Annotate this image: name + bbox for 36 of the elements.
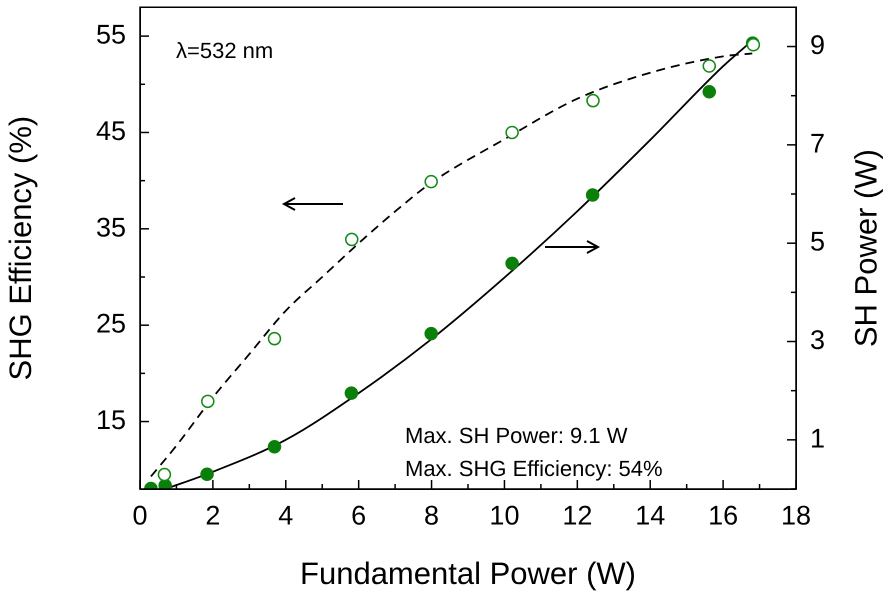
x-tick-label: 2: [205, 500, 220, 531]
point: [424, 174, 438, 188]
x-tick-label: 10: [489, 500, 520, 531]
annotation: Max. SHG Efficiency: 54%: [405, 456, 663, 482]
x-tick-label: 6: [351, 500, 366, 531]
point: [201, 394, 215, 408]
y-tick-label: 45: [96, 116, 126, 146]
x-tick-label: 18: [780, 500, 812, 531]
y2-tick-label: 1: [810, 423, 826, 454]
x-tick-label: 4: [278, 500, 294, 531]
y-tick-label: 35: [96, 212, 126, 242]
x-tick-label: 14: [635, 500, 666, 531]
x-tick-label: 8: [424, 500, 440, 531]
point: [268, 440, 282, 454]
annotation: Max. SH Power: 9.1 W: [405, 423, 628, 448]
point: [424, 326, 438, 340]
y-axis-title: SHG Efficiency (%): [3, 116, 38, 380]
y-tick-label: 55: [96, 20, 126, 50]
annotation: λ=532 nm: [176, 38, 274, 64]
point: [586, 188, 600, 202]
point: [200, 468, 214, 481]
y2-axis-title: SH Power (W): [848, 149, 884, 348]
x-tick-label: 12: [562, 500, 592, 531]
x-tick-label: 0: [132, 500, 148, 531]
point: [344, 386, 358, 400]
y2-tick-label: 5: [810, 226, 826, 257]
y2-tick-label: 7: [810, 128, 826, 158]
point: [702, 85, 716, 99]
point: [505, 256, 519, 270]
y-tick-label: 15: [96, 405, 126, 435]
y-tick-label: 25: [96, 308, 126, 339]
x-tick-label: 16: [708, 500, 738, 531]
x-axis-title: Fundamental Power (W): [300, 556, 636, 591]
y2-tick-label: 3: [810, 324, 826, 355]
point: [505, 126, 519, 140]
y2-tick-label: 9: [810, 30, 826, 60]
